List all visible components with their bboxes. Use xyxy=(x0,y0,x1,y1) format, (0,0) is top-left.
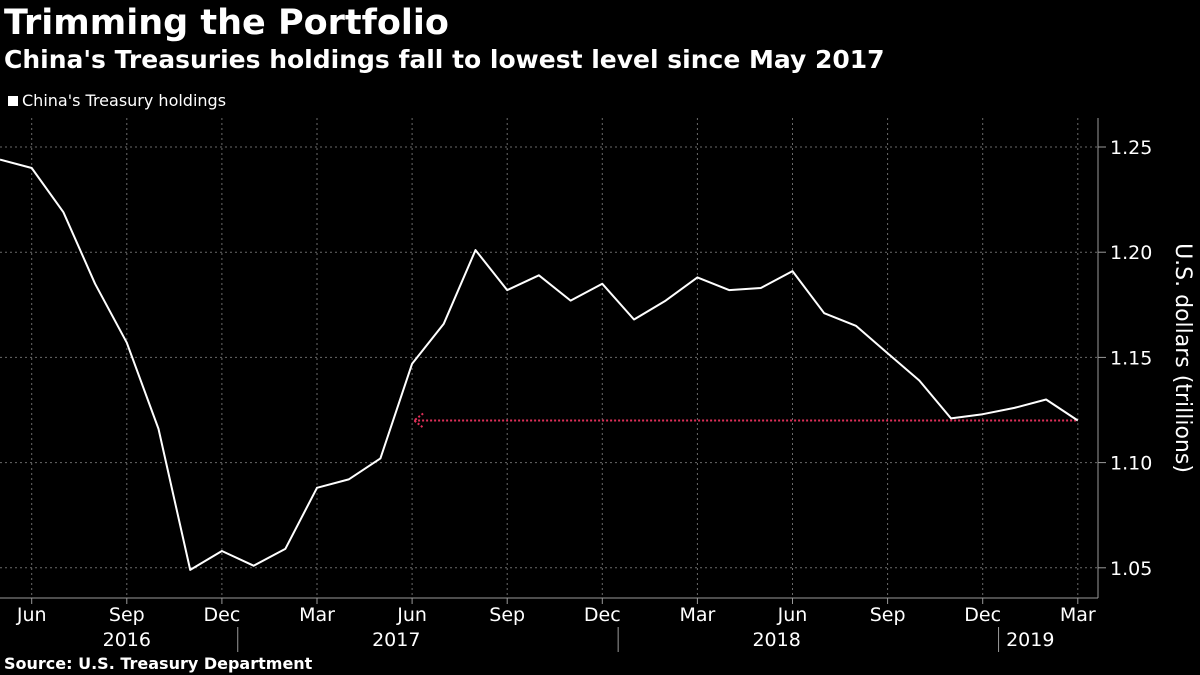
legend-swatch xyxy=(8,96,18,106)
y-axis-title: U.S. dollars (trillions) xyxy=(1170,243,1195,473)
x-tick-label: Jun xyxy=(396,604,427,626)
source-note: Source: U.S. Treasury Department xyxy=(4,654,313,673)
y-tick-label: 1.10 xyxy=(1110,453,1152,475)
reference-line-group xyxy=(412,412,1078,429)
legend: China's Treasury holdings xyxy=(8,91,226,111)
x-tick-label: Jun xyxy=(777,604,808,626)
x-tick-label: Dec xyxy=(204,604,241,626)
chart-subtitle: China's Treasuries holdings fall to lowe… xyxy=(4,45,885,74)
axes xyxy=(0,118,1106,652)
y-tick-label: 1.05 xyxy=(1110,558,1152,580)
x-tick-label: Jun xyxy=(16,604,47,626)
y-tick-label: 1.20 xyxy=(1110,242,1152,264)
series-group xyxy=(0,158,1079,571)
x-year-label: 2018 xyxy=(752,629,800,651)
grid-lines xyxy=(0,118,1098,598)
x-tick-label: Sep xyxy=(109,604,145,626)
x-year-label: 2019 xyxy=(1006,629,1054,651)
x-tick-label: Sep xyxy=(870,604,906,626)
x-year-label: 2016 xyxy=(103,629,151,651)
chart-title: Trimming the Portfolio xyxy=(4,3,449,43)
x-tick-label: Sep xyxy=(489,604,525,626)
x-tick-label: Mar xyxy=(679,604,715,626)
y-axis-labels: 1.05 1.10 1.15 1.20 1.25 xyxy=(1110,137,1152,580)
y-tick-label: 1.25 xyxy=(1110,137,1152,159)
legend-label: China's Treasury holdings xyxy=(22,91,227,110)
x-axis-labels: Jun Sep Dec Mar Jun Sep Dec Mar Jun Sep Dec Mar 2016… xyxy=(16,604,1096,651)
x-tick-label: Mar xyxy=(1060,604,1096,626)
y-tick-label: 1.15 xyxy=(1110,347,1152,369)
x-tick-label: Dec xyxy=(964,604,1001,626)
x-tick-label: Dec xyxy=(584,604,621,626)
x-tick-label: Mar xyxy=(299,604,335,626)
x-year-label: 2017 xyxy=(372,629,420,651)
series-line-china-treasury-holdings xyxy=(0,158,1079,571)
